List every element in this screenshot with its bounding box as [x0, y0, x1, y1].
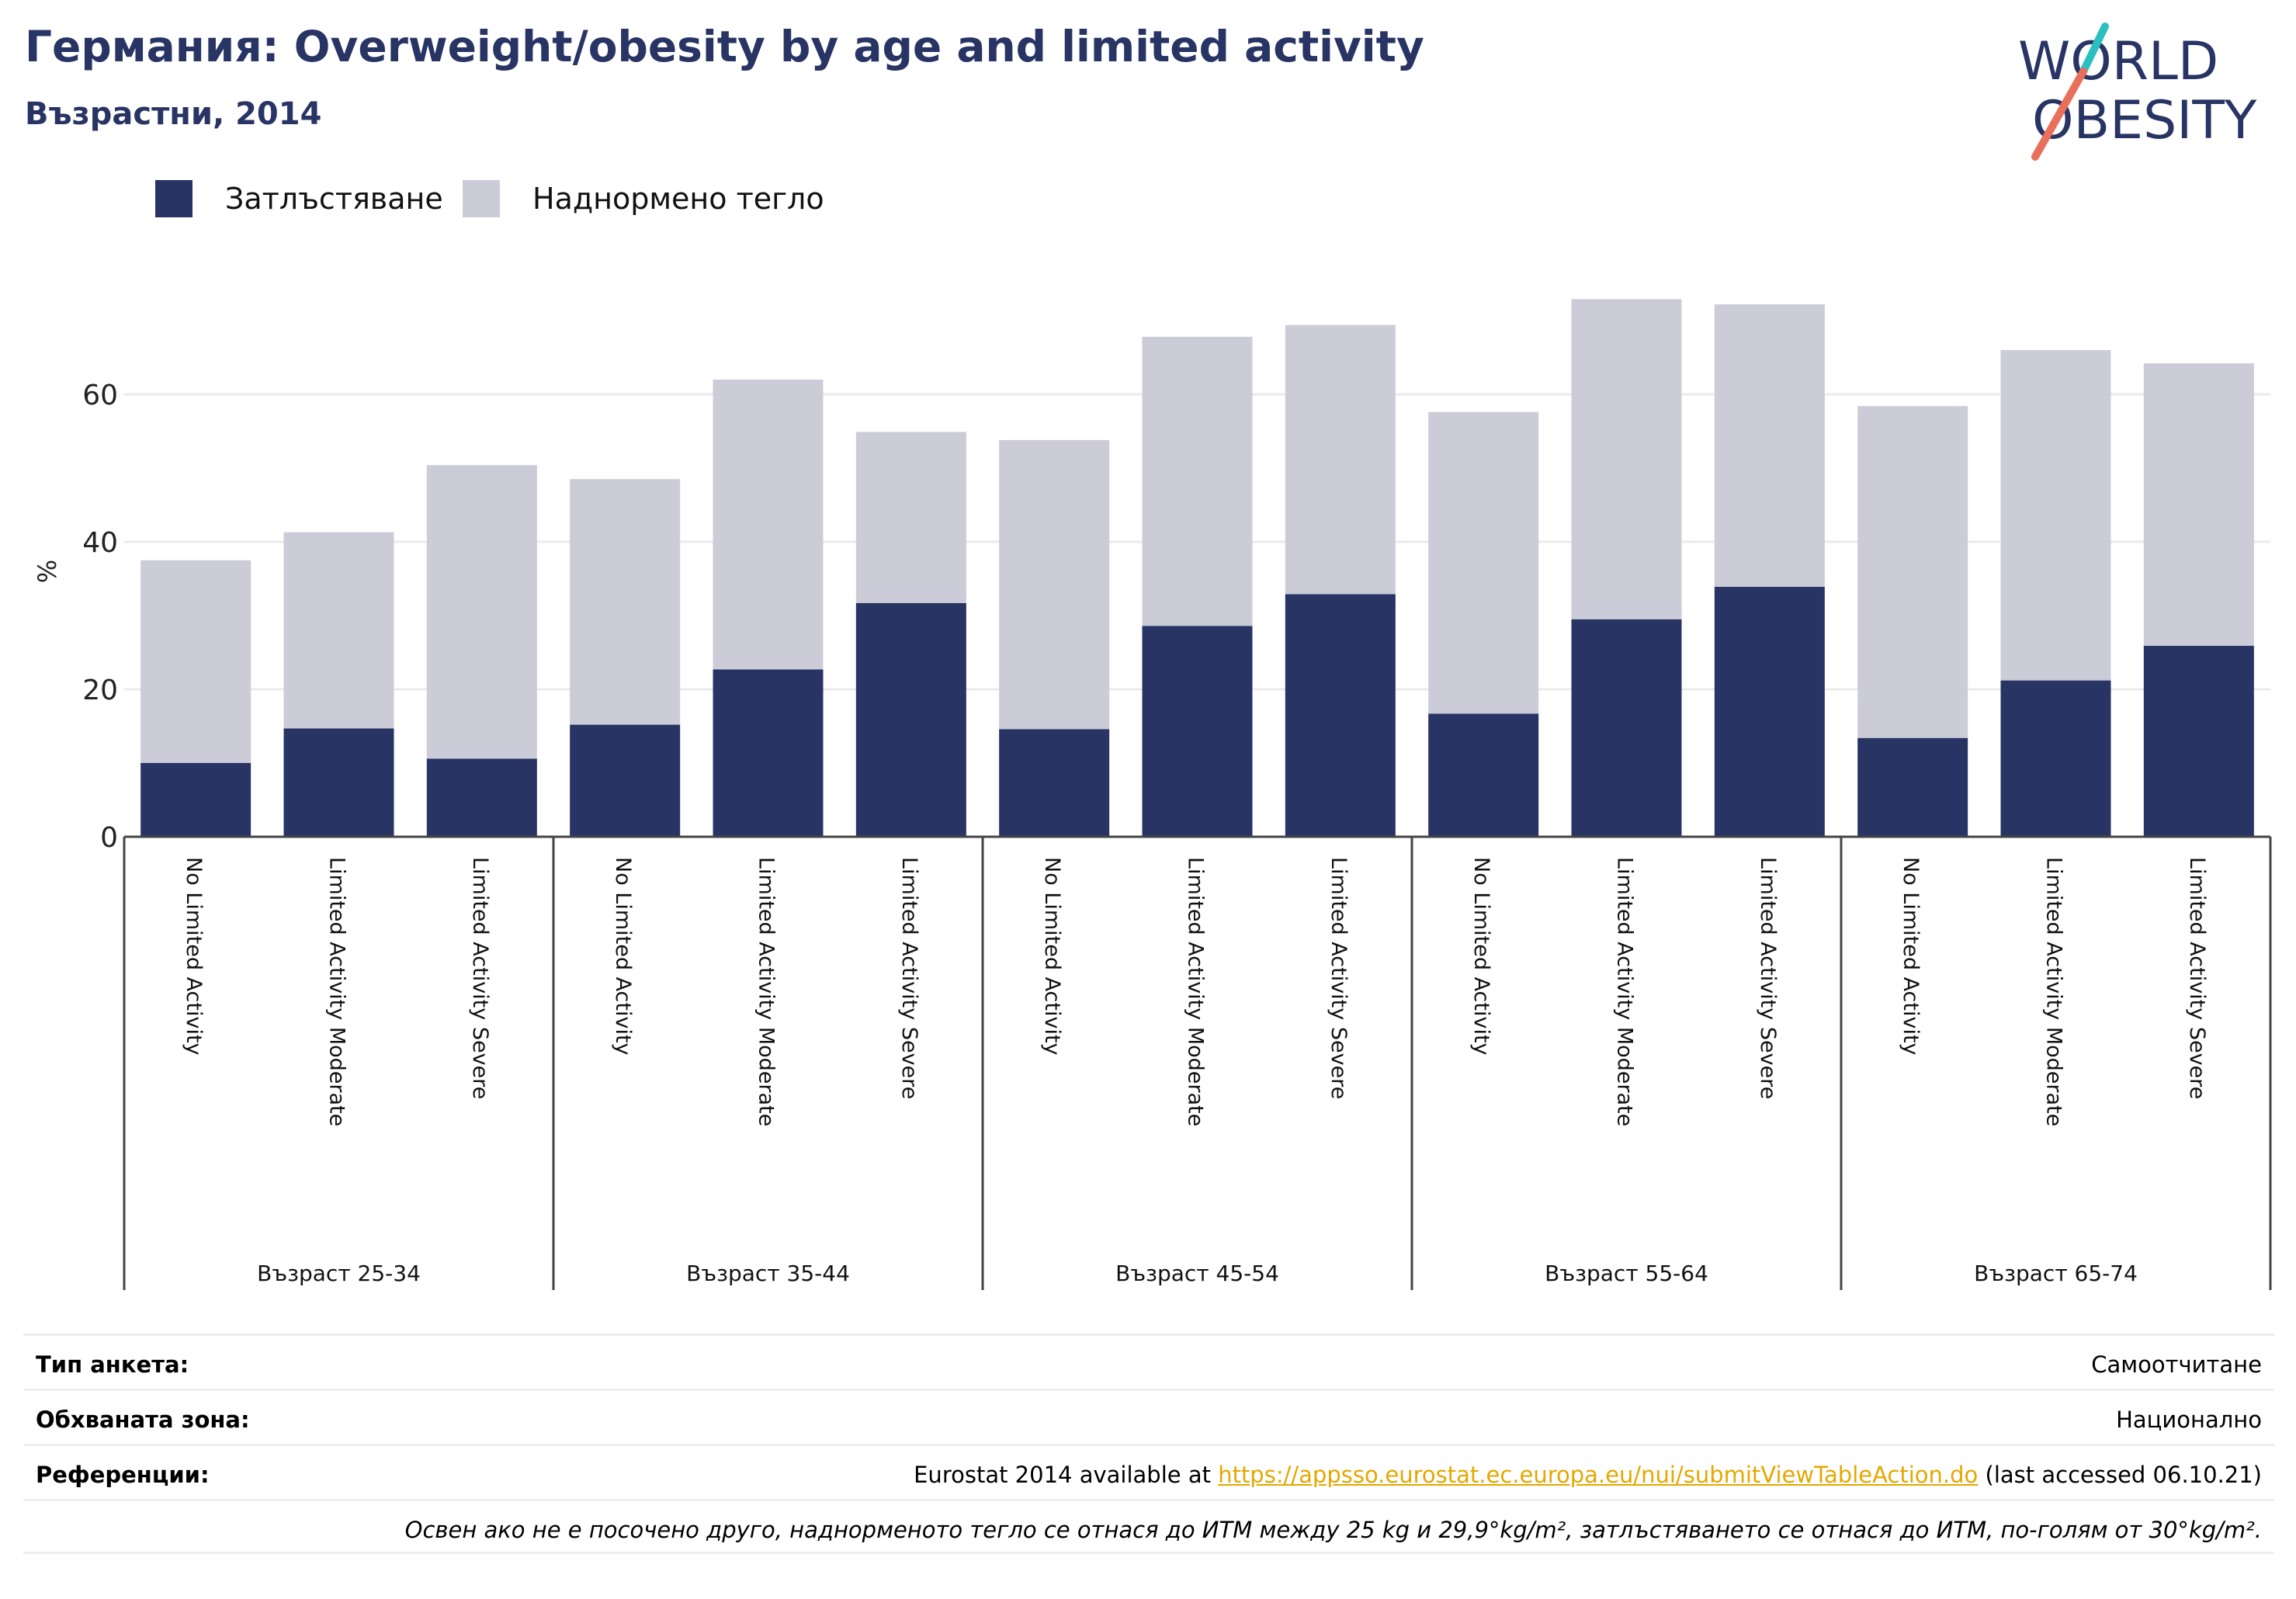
x-tick-label: Limited Activity Moderate: [2042, 857, 2066, 1126]
info-row-survey-type: Тип анкета: Самоотчитане: [23, 1334, 2274, 1389]
chart-subtitle: Възрастни, 2014: [25, 96, 322, 132]
group-label: Възраст 45-54: [1115, 1261, 1279, 1286]
references-prefix: Eurostat 2014 available at: [914, 1462, 1219, 1488]
bar-segment-overweight: [1571, 299, 1682, 619]
info-row-references: Референции: Eurostat 2014 available at h…: [23, 1444, 2274, 1499]
logo-slash-teal: [2079, 23, 2109, 75]
info-table: Тип анкета: Самоотчитане Обхваната зона:…: [23, 1334, 2274, 1554]
bar-segment-obesity: [855, 602, 966, 837]
bar-segment-overweight: [1714, 304, 1825, 587]
legend-label-overweight: Наднормено тегло: [532, 182, 824, 216]
bar-segment-overweight: [426, 465, 537, 759]
x-tick-label: Limited Activity Moderate: [325, 857, 349, 1126]
bar-segment-overweight: [1285, 324, 1396, 595]
bar-segment-overweight: [1142, 336, 1253, 626]
bar-segment-overweight: [1428, 411, 1539, 714]
bar-segment-overweight: [1857, 406, 1968, 738]
y-tick-label: 0: [100, 822, 118, 854]
info-row-note: Освен ако не е посочено друго, наднормен…: [23, 1499, 2274, 1554]
bar-segment-obesity: [140, 763, 251, 837]
bar-segment-obesity: [283, 728, 394, 837]
x-tick-label: Limited Activity Moderate: [1184, 857, 1208, 1126]
bar-segment-obesity: [2143, 645, 2254, 837]
legend-swatch-overweight: [463, 180, 500, 217]
legend-swatch-obesity: [155, 180, 192, 217]
bar-segment-overweight: [570, 479, 681, 725]
group-label: Възраст 65-74: [1974, 1261, 2138, 1286]
legend-label-obesity: Затлъстяване: [225, 182, 443, 216]
bar-segment-obesity: [426, 758, 537, 837]
y-tick-label: 20: [82, 675, 118, 706]
bar-segment-obesity: [1285, 594, 1396, 837]
y-axis-label: %: [33, 560, 62, 583]
x-tick-label: Limited Activity Severe: [1327, 857, 1351, 1099]
info-row-coverage: Обхваната зона: Национално: [23, 1389, 2274, 1444]
y-tick-label: 60: [82, 380, 118, 411]
x-tick-label: No Limited Activity: [1469, 857, 1493, 1056]
references-link[interactable]: https://appsso.eurostat.ec.europa.eu/nui…: [1218, 1462, 1979, 1488]
bar-segment-obesity: [713, 669, 824, 837]
bar-segment-overweight: [140, 560, 251, 763]
bar-segment-obesity: [1571, 619, 1682, 837]
stacked-bar-chart: 0 20 40 60% No Limited Activity Limited Activ…: [33, 299, 2272, 1290]
references-value: Eurostat 2014 available at https://appss…: [914, 1462, 2262, 1488]
bar-segment-overweight: [855, 432, 966, 603]
x-tick-label: Limited Activity Severe: [468, 857, 492, 1099]
bar-segment-overweight: [713, 380, 824, 670]
bmi-note: Освен ако не е посочено друго, наднормен…: [404, 1517, 2262, 1543]
group-label: Възраст 35-44: [686, 1261, 850, 1286]
bar-segment-obesity: [1142, 626, 1253, 837]
bar-segment-obesity: [1857, 737, 1968, 837]
y-tick-label: 40: [82, 527, 118, 559]
coverage-label: Обхваната зона:: [36, 1406, 250, 1433]
bar-segment-obesity: [1428, 713, 1539, 837]
bar-segment-obesity: [2000, 680, 2111, 837]
survey-type-label: Тип анкета:: [36, 1351, 189, 1378]
x-tick-label: Limited Activity Moderate: [1613, 857, 1637, 1126]
x-tick-label: Limited Activity Severe: [897, 857, 921, 1099]
x-tick-label: Limited Activity Severe: [2185, 857, 2209, 1099]
x-tick-label: No Limited Activity: [611, 857, 635, 1056]
chart-title: Германия: Overweight/obesity by age and …: [25, 22, 1424, 71]
logo-slash-coral: [2031, 68, 2087, 161]
survey-type-value: Самоотчитане: [2091, 1351, 2262, 1378]
bar-segment-obesity: [570, 724, 681, 837]
logo-line-1: WORLD: [2018, 31, 2218, 92]
references-suffix: (last accessed 06.10.21): [1978, 1462, 2263, 1488]
x-tick-label: Limited Activity Moderate: [754, 857, 779, 1126]
x-tick-label: No Limited Activity: [182, 857, 206, 1056]
x-tick-label: No Limited Activity: [1040, 857, 1064, 1056]
bar-segment-overweight: [999, 439, 1110, 730]
bar-segment-overweight: [2000, 350, 2111, 681]
group-label: Възраст 25-34: [257, 1261, 421, 1286]
coverage-value: Национално: [2116, 1406, 2262, 1433]
x-tick-label: No Limited Activity: [1899, 857, 1923, 1056]
references-label: Референции:: [36, 1462, 210, 1488]
world-obesity-logo: WORLD OBESITY: [2018, 23, 2257, 161]
x-tick-label: Limited Activity Severe: [1756, 857, 1780, 1099]
group-label: Възраст 55-64: [1545, 1261, 1708, 1286]
bar-segment-overweight: [2143, 363, 2254, 646]
bar-segment-obesity: [999, 729, 1110, 837]
bar-segment-obesity: [1714, 586, 1825, 837]
bar-segment-overweight: [283, 532, 394, 729]
